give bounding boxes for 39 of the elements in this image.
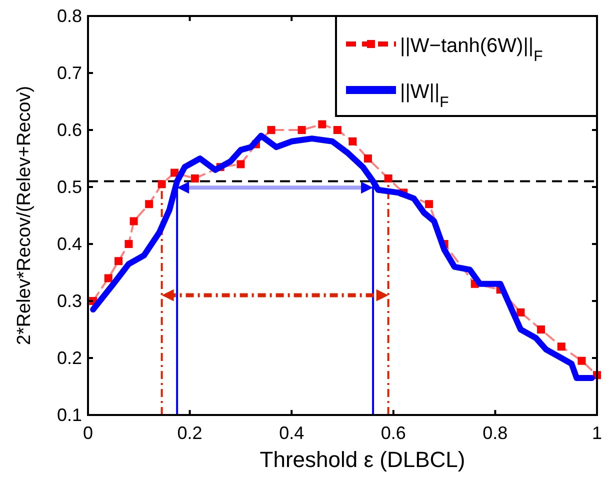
point	[124, 240, 133, 248]
y-axis-title: 2*Relev*Recov/(Relev+Recov)	[14, 86, 35, 346]
point	[130, 217, 138, 226]
point	[318, 120, 326, 128]
point	[114, 257, 123, 266]
point	[557, 342, 566, 351]
point	[190, 174, 199, 182]
x-tick-label: 0.4	[279, 423, 304, 443]
x-tick-label: 0.8	[482, 423, 508, 443]
legend-label: ||W||$_{F}$	[400, 81, 449, 110]
point	[516, 308, 525, 316]
legend-label: ||W−tanh(6W)||$_{F}$	[400, 35, 543, 64]
x-tick-label: 0.6	[380, 423, 406, 443]
point	[578, 356, 586, 365]
y-tick-label: 0.8	[56, 6, 82, 26]
y-tick-label: 0.6	[56, 120, 82, 140]
point	[425, 200, 434, 208]
point	[158, 180, 166, 188]
x-tick-label: 0	[82, 423, 94, 443]
y-tick-label: 0.2	[56, 348, 82, 368]
point	[104, 274, 112, 282]
x-tick-label: 1	[592, 423, 602, 443]
point	[384, 174, 392, 182]
point	[364, 154, 372, 162]
point	[348, 137, 357, 146]
point	[298, 126, 306, 134]
point	[145, 200, 154, 208]
y-tick-label: 0.7	[56, 63, 82, 83]
point	[537, 326, 546, 334]
y-tick-label: 0.1	[56, 405, 82, 425]
y-tick-label: 0.3	[56, 291, 82, 311]
x-tick-label: 0.2	[177, 423, 202, 443]
y-tick-label: 0.5	[56, 177, 82, 197]
point	[170, 168, 179, 177]
point	[333, 126, 342, 134]
y-tick-label: 0.4	[56, 234, 82, 254]
x-axis-title: Threshold ε (DLBCL)	[260, 447, 466, 472]
point	[267, 126, 276, 134]
point	[236, 160, 245, 168]
